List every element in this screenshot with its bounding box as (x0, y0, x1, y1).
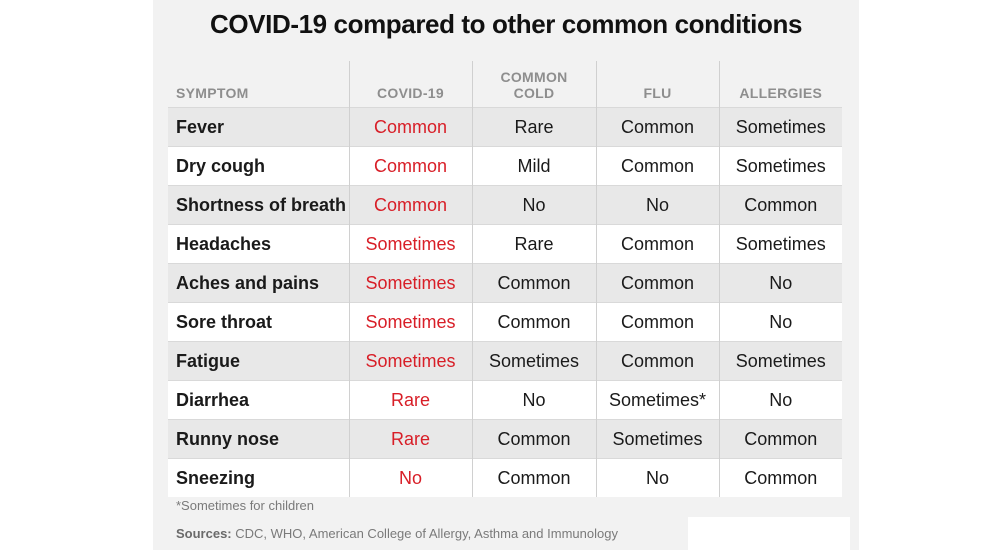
cell-covid-19: Common (348, 107, 472, 147)
cell-covid-19: Sometimes (348, 263, 472, 303)
symptom-comparison-table: SYMPTOM COVID-19 COMMON COLD FLU ALLERGIES Fe… (168, 61, 842, 497)
cell-common-cold: No (471, 185, 596, 225)
table-row-aches-and-pains: Aches and pains Sometimes Common Common No (168, 263, 842, 303)
table-body: Fever Common Rare Common Sometimes Dry cough C… (168, 107, 842, 497)
column-header-allergies: ALLERGIES (718, 61, 842, 108)
column-header-line: SYMPTOM (176, 85, 249, 101)
column-header-line: COVID-19 (377, 85, 444, 101)
sources-line: Sources: CDC, WHO, American College of A… (176, 526, 618, 541)
symptom-cell: Shortness of breath (168, 185, 349, 225)
column-header-flu: FLU (595, 61, 719, 108)
cell-covid-19: Rare (348, 419, 472, 459)
symptom-cell: Diarrhea (168, 380, 349, 420)
table-row-sneezing: Sneezing No Common No Common (168, 458, 842, 497)
cell-flu: Common (595, 341, 719, 381)
column-header-line: COLD (513, 85, 555, 101)
cell-common-cold: Rare (471, 224, 596, 264)
table-row-sore-throat: Sore throat Sometimes Common Common No (168, 302, 842, 342)
cell-flu: No (595, 185, 719, 225)
blank-corner (688, 517, 850, 550)
cell-covid-19: Sometimes (348, 302, 472, 342)
cell-common-cold: No (471, 380, 596, 420)
cell-allergies: Sometimes (718, 224, 842, 264)
table-row-fatigue: Fatigue Sometimes Sometimes Common Sometimes (168, 341, 842, 381)
cell-common-cold: Common (471, 458, 596, 497)
cell-flu: Common (595, 302, 719, 342)
cell-common-cold: Mild (471, 146, 596, 186)
cell-covid-19: Common (348, 185, 472, 225)
cell-flu: Sometimes* (595, 380, 719, 420)
table-row-fever: Fever Common Rare Common Sometimes (168, 107, 842, 147)
cell-flu: No (595, 458, 719, 497)
table-row-runny-nose: Runny nose Rare Common Sometimes Common (168, 419, 842, 459)
cell-covid-19: No (348, 458, 472, 497)
column-header-line: COMMON (500, 69, 568, 85)
column-header-line: FLU (643, 85, 672, 101)
cell-flu: Common (595, 224, 719, 264)
table-header-row: SYMPTOM COVID-19 COMMON COLD FLU ALLERGIES (168, 61, 842, 108)
cell-allergies: Common (718, 185, 842, 225)
column-header-symptom: SYMPTOM (168, 61, 349, 108)
table-row-shortness-of-breath: Shortness of breath Common No No Common (168, 185, 842, 225)
cell-common-cold: Sometimes (471, 341, 596, 381)
symptom-cell: Dry cough (168, 146, 349, 186)
column-header-common-cold: COMMON COLD (471, 61, 596, 108)
cell-covid-19: Common (348, 146, 472, 186)
cell-flu: Common (595, 263, 719, 303)
symptom-cell: Runny nose (168, 419, 349, 459)
sources-label: Sources: (176, 526, 232, 541)
cell-allergies: Common (718, 458, 842, 497)
cell-common-cold: Rare (471, 107, 596, 147)
chart-title: COVID-19 compared to other common condit… (209, 9, 803, 39)
column-header-line: ALLERGIES (739, 85, 823, 101)
cell-common-cold: Common (471, 302, 596, 342)
cell-allergies: No (718, 380, 842, 420)
footnote: *Sometimes for children (176, 498, 314, 513)
symptom-cell: Aches and pains (168, 263, 349, 303)
cell-covid-19: Sometimes (348, 341, 472, 381)
infographic-panel: COVID-19 compared to other common condit… (153, 0, 859, 550)
sources-text: CDC, WHO, American College of Allergy, A… (231, 526, 618, 541)
symptom-cell: Headaches (168, 224, 349, 264)
cell-allergies: No (718, 263, 842, 303)
cell-allergies: Sometimes (718, 107, 842, 147)
cell-flu: Common (595, 107, 719, 147)
cell-flu: Sometimes (595, 419, 719, 459)
symptom-cell: Fever (168, 107, 349, 147)
cell-common-cold: Common (471, 419, 596, 459)
table-row-diarrhea: Diarrhea Rare No Sometimes* No (168, 380, 842, 420)
column-header-covid-19: COVID-19 (348, 61, 472, 108)
table-row-headaches: Headaches Sometimes Rare Common Sometimes (168, 224, 842, 264)
cell-common-cold: Common (471, 263, 596, 303)
symptom-cell: Fatigue (168, 341, 349, 381)
symptom-cell: Sneezing (168, 458, 349, 497)
cell-allergies: No (718, 302, 842, 342)
cell-allergies: Sometimes (718, 146, 842, 186)
symptom-cell: Sore throat (168, 302, 349, 342)
cell-covid-19: Sometimes (348, 224, 472, 264)
table-row-dry-cough: Dry cough Common Mild Common Sometimes (168, 146, 842, 186)
cell-covid-19: Rare (348, 380, 472, 420)
cell-flu: Common (595, 146, 719, 186)
cell-allergies: Sometimes (718, 341, 842, 381)
cell-allergies: Common (718, 419, 842, 459)
